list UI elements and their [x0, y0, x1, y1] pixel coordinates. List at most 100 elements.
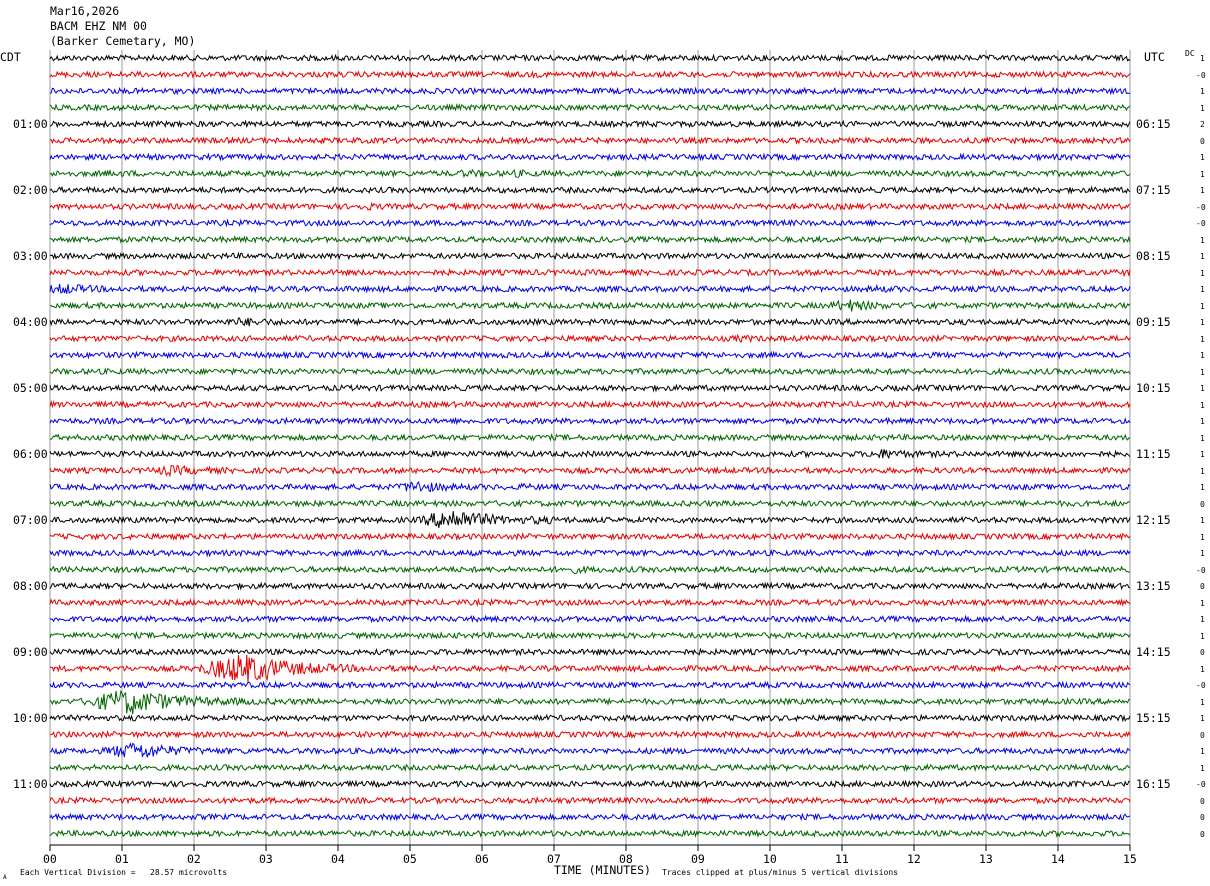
x-tick-label: 10	[763, 852, 777, 866]
x-tick-label: 07	[547, 852, 561, 866]
dc-offset-value: 1	[1200, 532, 1205, 542]
trace-line	[49, 102, 1131, 113]
dc-offset-value: 0	[1200, 136, 1205, 146]
trace-line	[49, 511, 1131, 528]
x-tick-label: 02	[187, 852, 201, 866]
dc-offset-value: 1	[1200, 598, 1205, 608]
trace-line	[49, 432, 1131, 442]
left-hour-label: 02:00	[13, 183, 48, 197]
left-hour-label: 03:00	[13, 249, 48, 263]
dc-offset-value: 1	[1200, 483, 1205, 492]
x-tick-label: 13	[979, 852, 993, 866]
trace-line	[49, 201, 1131, 212]
trace-line	[49, 531, 1131, 542]
trace-line	[49, 614, 1131, 624]
dc-offset-value: 0	[1200, 582, 1205, 591]
x-tick-label: 09	[691, 852, 705, 866]
dc-offset-value: 1	[1200, 417, 1205, 426]
trace-line	[49, 119, 1131, 129]
left-hour-label: 10:00	[13, 711, 48, 725]
dc-offset-value: 1	[1200, 334, 1205, 344]
trace-line	[49, 350, 1131, 360]
dc-offset-value: 1	[1200, 268, 1205, 278]
right-hour-label: 09:15	[1136, 315, 1171, 329]
dc-offset-value: 1	[1200, 153, 1205, 162]
right-hour-label: 16:15	[1136, 777, 1171, 791]
trace-line	[49, 299, 1131, 312]
left-hour-label: 11:00	[13, 777, 48, 791]
trace-line	[49, 317, 1131, 327]
trace-line	[49, 548, 1131, 558]
right-hour-label: 06:15	[1136, 117, 1171, 131]
right-hour-label: 08:15	[1136, 249, 1171, 263]
x-axis-label: TIME (MINUTES)	[554, 863, 651, 877]
dc-offset-value: 1	[1200, 285, 1205, 294]
clip-note: Traces clipped at plus/minus 5 vertical …	[662, 868, 899, 877]
dc-offset-value: 0	[1200, 813, 1205, 822]
trace-line	[49, 729, 1131, 740]
dc-offset-value: 1	[1200, 714, 1205, 723]
trace-line	[49, 597, 1131, 607]
dc-offset-value: -0	[1196, 681, 1206, 690]
dc-offset-value: 0	[1200, 499, 1205, 509]
trace-line	[49, 763, 1131, 773]
left-hour-label: 09:00	[13, 645, 48, 659]
x-tick-label: 11	[835, 852, 849, 866]
left-hour-label: 01:00	[13, 117, 48, 131]
station-location: (Barker Cemetary, MO)	[50, 34, 196, 48]
dc-offset-header: DC	[1185, 49, 1195, 58]
x-tick-label: 12	[907, 852, 921, 866]
dc-offset-value: 1	[1200, 549, 1205, 558]
right-hour-label: 11:15	[1136, 447, 1171, 461]
dc-offset-value: 1	[1200, 235, 1205, 245]
x-tick-label: 04	[331, 852, 345, 866]
dc-offset-value: 1	[1200, 747, 1205, 756]
trace-line	[49, 383, 1131, 393]
trace-line	[49, 828, 1131, 839]
dc-offset-value: 2	[1200, 120, 1205, 129]
dc-offset-value: 1	[1200, 351, 1205, 360]
x-tick-label: 01	[115, 852, 129, 866]
dc-offset-value: 1	[1200, 103, 1205, 113]
trace-line	[49, 399, 1131, 409]
x-tick-label: 15	[1123, 852, 1137, 866]
trace-line	[49, 367, 1131, 376]
dc-offset-value: -0	[1196, 202, 1206, 212]
dc-offset-value: 1	[1200, 433, 1205, 443]
right-hour-label: 10:15	[1136, 381, 1171, 395]
dc-offset-value: -0	[1196, 70, 1206, 80]
trace-line	[49, 69, 1131, 80]
trace-line	[49, 480, 1131, 493]
trace-line	[49, 185, 1131, 195]
dc-offset-value: 1	[1200, 516, 1205, 525]
dc-offset-value: 1	[1200, 763, 1205, 773]
trace-line	[49, 53, 1131, 63]
dc-offset-value: 0	[1200, 796, 1205, 806]
trace-line	[49, 742, 1131, 758]
dc-offset-value: 1	[1200, 384, 1205, 393]
trace-line	[49, 464, 1131, 478]
x-tick-label: 00	[43, 852, 57, 866]
trace-line	[49, 218, 1131, 228]
x-tick-label: 06	[475, 852, 489, 866]
trace-line	[49, 565, 1131, 575]
left-hour-label: 07:00	[13, 513, 48, 527]
trace-line	[49, 135, 1131, 146]
right-hour-label: 14:15	[1136, 645, 1171, 659]
right-hour-label: 15:15	[1136, 711, 1171, 725]
dc-offset-value: 1	[1200, 466, 1205, 476]
trace-line	[49, 812, 1131, 822]
dc-offset-value: 0	[1200, 730, 1205, 740]
trace-line	[49, 680, 1131, 690]
trace-line	[49, 449, 1131, 460]
station-code: BACM EHZ NM 00	[50, 19, 147, 33]
right-timezone-label: UTC	[1144, 50, 1165, 64]
dc-offset-value: -0	[1196, 219, 1206, 228]
dc-offset-value: 0	[1200, 648, 1205, 657]
trace-line	[49, 654, 1131, 684]
dc-offset-value: 1	[1200, 631, 1205, 641]
dc-offset-value: 1	[1200, 664, 1205, 674]
trace-line	[49, 498, 1131, 509]
dc-offset-value: 1	[1200, 252, 1205, 261]
right-hour-label: 12:15	[1136, 513, 1171, 527]
